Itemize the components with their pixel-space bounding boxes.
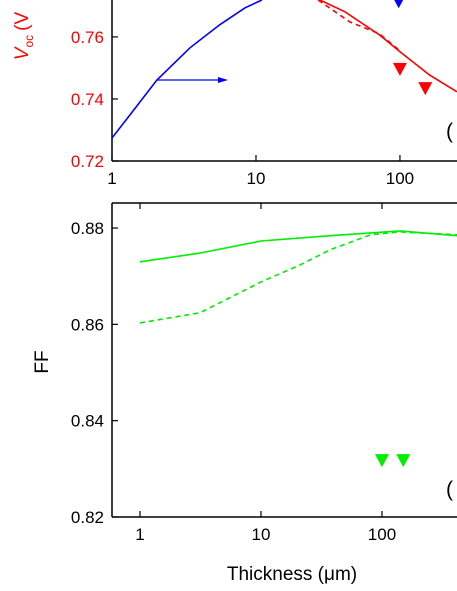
x-tick-label: 1: [135, 525, 144, 544]
y-label-sub: oc: [22, 35, 36, 48]
marker: [394, 0, 404, 9]
y-tick-label: 0.82: [71, 508, 104, 527]
line: [319, 0, 457, 93]
panel-label: (: [446, 120, 453, 143]
y-tick-label: 0.86: [71, 315, 104, 334]
x-tick-label: 100: [386, 169, 414, 188]
x-label-end: m): [335, 564, 357, 585]
y-tick-label: 0.74: [71, 90, 104, 109]
x-tick-label: 1: [107, 169, 116, 188]
arrow-head: [218, 77, 228, 83]
y-tick-label: 0.88: [71, 219, 104, 238]
x-tick-label: 100: [368, 525, 396, 544]
marker: [396, 454, 411, 468]
y-label-main: V: [12, 45, 33, 60]
line: [139, 230, 457, 263]
marker: [374, 454, 389, 468]
line: [112, 0, 263, 139]
marker: [418, 82, 433, 96]
y-axis-label: FF: [32, 350, 53, 373]
x-tick-label: 10: [247, 169, 266, 188]
y-tick-label: 0.72: [71, 152, 104, 171]
x-tick-label: 10: [252, 525, 271, 544]
y-label-unit: (V: [12, 11, 33, 30]
x-label-main: Thickness (: [227, 564, 325, 585]
marker: [392, 62, 407, 76]
line: [317, 0, 401, 52]
line: [139, 231, 457, 324]
y-tick-label: 0.76: [71, 28, 104, 47]
y-tick-label: 0.84: [71, 412, 104, 431]
x-axis-label: Thickness (μm): [227, 564, 357, 585]
y-axis-label: Voc (V: [12, 11, 36, 60]
x-label-mu: μ: [324, 564, 335, 585]
panel-label: (: [446, 478, 453, 501]
